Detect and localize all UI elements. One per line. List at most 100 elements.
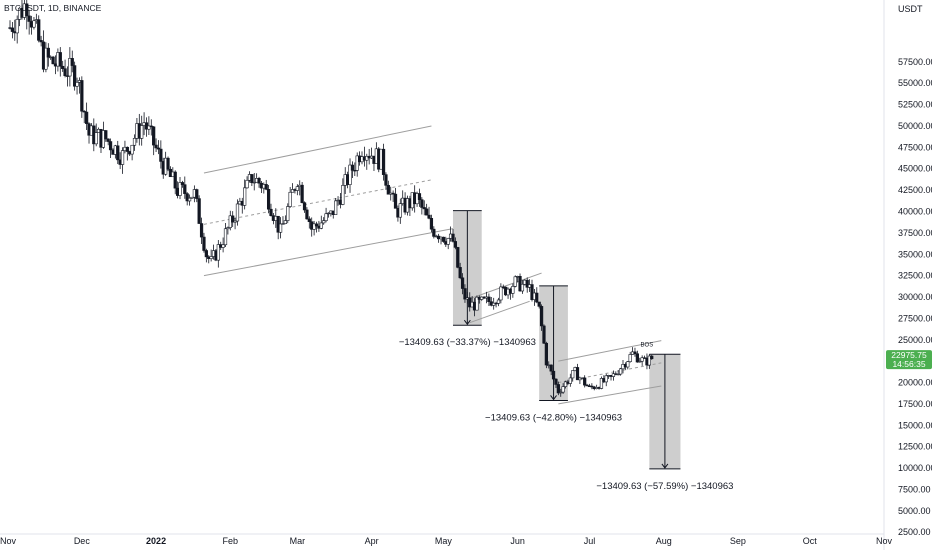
candle[interactable] [398, 203, 402, 218]
candle[interactable] [460, 277, 465, 289]
candle[interactable] [417, 193, 422, 200]
candle[interactable] [381, 148, 386, 175]
candle[interactable] [295, 186, 299, 191]
candle[interactable] [314, 223, 319, 227]
channel-lower-line[interactable] [469, 300, 530, 324]
candle[interactable] [185, 193, 189, 202]
candle[interactable] [221, 244, 225, 248]
candle[interactable] [556, 384, 560, 394]
candle[interactable] [571, 370, 575, 379]
candle[interactable] [618, 368, 623, 375]
candle[interactable] [559, 391, 563, 394]
candle[interactable] [266, 189, 271, 210]
candle[interactable] [80, 80, 84, 112]
candle[interactable] [496, 299, 501, 304]
candle[interactable] [278, 223, 283, 233]
candle[interactable] [647, 355, 651, 366]
candle[interactable] [197, 198, 201, 224]
candle[interactable] [180, 182, 185, 185]
candle[interactable] [312, 223, 316, 230]
candle[interactable] [245, 179, 249, 189]
candle[interactable] [140, 125, 144, 139]
candle[interactable] [231, 215, 235, 223]
candle[interactable] [39, 40, 43, 43]
candle[interactable] [626, 361, 630, 368]
candle[interactable] [159, 148, 163, 162]
candle[interactable] [178, 182, 182, 196]
candle[interactable] [202, 236, 206, 251]
candle[interactable] [348, 164, 352, 185]
candle[interactable] [355, 155, 359, 171]
candle[interactable] [209, 256, 213, 259]
candle[interactable] [37, 19, 41, 41]
candle[interactable] [537, 301, 541, 307]
candle[interactable] [341, 185, 345, 205]
candle[interactable] [286, 206, 290, 221]
candle[interactable] [44, 47, 48, 70]
candle[interactable] [183, 184, 187, 194]
candle[interactable] [463, 288, 467, 300]
candle[interactable] [85, 111, 89, 124]
candle[interactable] [290, 189, 295, 193]
candle[interactable] [499, 286, 503, 301]
candle[interactable] [427, 214, 431, 219]
candle[interactable] [324, 213, 328, 221]
candle[interactable] [561, 386, 565, 393]
candle[interactable] [635, 353, 639, 363]
candle[interactable] [288, 191, 292, 207]
candle[interactable] [633, 351, 637, 355]
candle[interactable] [149, 125, 153, 128]
candle[interactable] [300, 184, 304, 203]
candle[interactable] [243, 187, 247, 206]
candle[interactable] [544, 342, 548, 366]
candle[interactable] [446, 238, 450, 245]
time-axis[interactable]: Nov Dec 2022 Feb Mar Apr May Jun Jul Aug Sep Oct Nov [0, 533, 892, 546]
candle[interactable] [252, 181, 256, 184]
candle[interactable] [535, 292, 539, 303]
candle[interactable] [575, 367, 580, 381]
plot-area[interactable]: −13409.63 (−33.37%) −1340963 −13409.63 (−… [8, 0, 734, 492]
candle[interactable] [94, 132, 98, 145]
candle[interactable] [441, 236, 446, 242]
candle[interactable] [125, 146, 129, 152]
candle[interactable] [549, 364, 553, 372]
candle[interactable] [199, 223, 204, 238]
candle[interactable] [456, 247, 460, 268]
candle[interactable] [563, 381, 568, 387]
candle[interactable] [583, 377, 587, 386]
candle[interactable] [32, 20, 36, 28]
candle[interactable] [147, 125, 151, 130]
candle[interactable] [75, 82, 79, 87]
candle[interactable] [190, 196, 194, 199]
channel-upper-line[interactable] [558, 340, 662, 362]
candle[interactable] [166, 157, 170, 170]
candle[interactable] [302, 202, 307, 211]
candle[interactable] [156, 147, 161, 150]
candle[interactable] [152, 126, 156, 146]
candle[interactable] [322, 220, 326, 224]
candle[interactable] [257, 178, 261, 184]
candle[interactable] [568, 377, 572, 384]
candle[interactable] [204, 250, 208, 258]
candle[interactable] [518, 276, 522, 292]
candle[interactable] [46, 47, 50, 58]
candle[interactable] [638, 360, 642, 363]
candle[interactable] [326, 212, 331, 215]
candle[interactable] [73, 65, 77, 87]
candle[interactable] [27, 15, 31, 22]
candle[interactable] [132, 138, 137, 146]
candle[interactable] [283, 220, 287, 224]
candle[interactable] [106, 138, 110, 142]
candle[interactable] [520, 283, 525, 292]
candle[interactable] [590, 385, 594, 388]
candle[interactable] [530, 284, 534, 300]
candle[interactable] [487, 296, 491, 302]
candle[interactable] [63, 68, 67, 77]
candle[interactable] [235, 203, 240, 222]
candle[interactable] [492, 302, 496, 306]
candle[interactable] [386, 185, 390, 195]
candle[interactable] [451, 233, 455, 242]
candle[interactable] [422, 207, 426, 210]
candle[interactable] [307, 218, 311, 222]
